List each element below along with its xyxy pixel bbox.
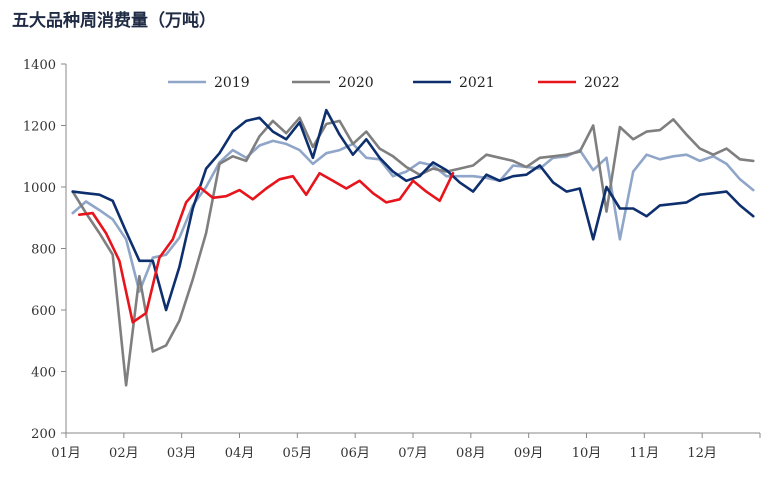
y-tick-label: 1200 [23,120,56,135]
series-line-2021 [71,108,755,312]
x-tick-label: 03月 [167,446,197,461]
y-tick-label: 400 [31,366,56,381]
legend-label-2020: 2020 [338,75,374,91]
legend: 2019 2020 2021 2022 [168,75,620,91]
y-tick-label: 1000 [23,181,56,196]
series-line-2019 [71,139,755,293]
legend-label-2022: 2022 [584,75,620,91]
series-lines [71,108,755,387]
y-tick-label: 1400 [23,58,56,73]
x-tick-label: 01月 [51,446,81,461]
legend-label-2019: 2019 [214,75,250,91]
x-tick-label: 05月 [283,446,313,461]
y-tick-label: 200 [31,427,56,442]
x-tick-label: 12月 [687,446,717,461]
chart-title: 五大品种周消费量（万吨） [12,11,216,31]
y-tick-label: 600 [31,304,56,319]
x-tick-label: 06月 [340,446,370,461]
x-tick-label: 10月 [572,446,602,461]
x-tick-label: 02月 [109,446,139,461]
x-tick-label: 09月 [514,446,544,461]
legend-label-2021: 2021 [459,75,495,91]
chart-axes: 200 400 600 800 1000 1200 1400 01月 02月 03月 04月 05月 0… [23,58,761,461]
x-tick-label: 11月 [630,446,660,461]
x-tick-label: 07月 [398,446,428,461]
y-tick-label: 800 [31,243,56,258]
series-line-2022 [78,171,455,324]
series-line-2020 [71,116,755,387]
x-tick-label: 04月 [225,446,255,461]
x-tick-label: 08月 [456,446,486,461]
